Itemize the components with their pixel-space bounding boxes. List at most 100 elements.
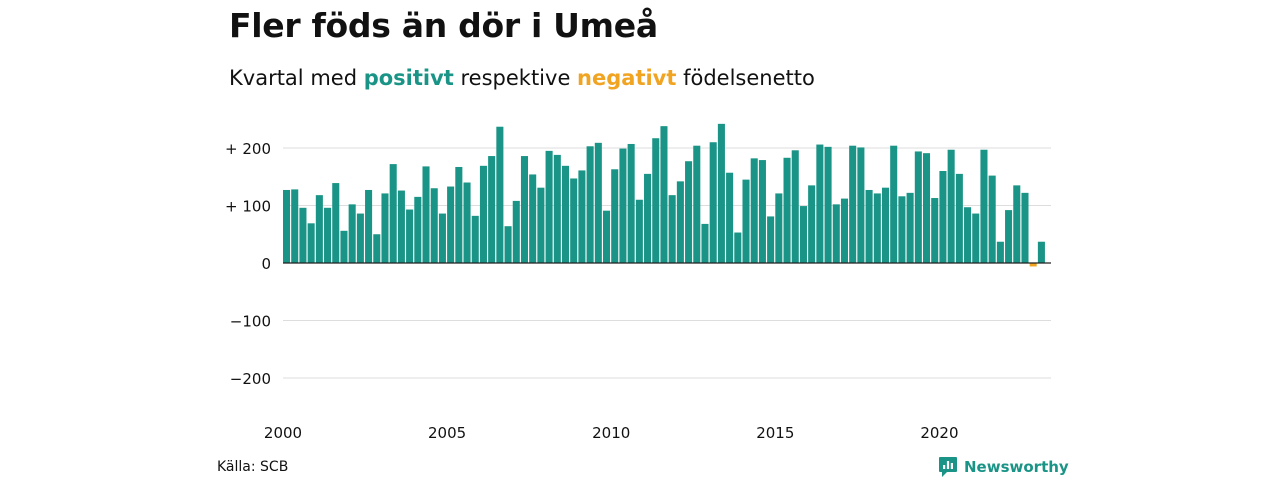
bar-positive <box>865 189 873 263</box>
bar-positive <box>520 156 529 263</box>
bar-positive <box>578 170 586 263</box>
bar-positive <box>488 156 496 263</box>
bar-positive <box>496 126 504 263</box>
bar-positive <box>463 182 471 263</box>
x-tick-label: 2005 <box>428 424 466 442</box>
bar-positive <box>545 150 553 263</box>
bar-positive <box>734 232 742 263</box>
bar-positive <box>348 204 356 263</box>
bar-positive <box>791 150 799 263</box>
bar-positive <box>1037 241 1045 263</box>
bar-positive <box>676 181 684 263</box>
bar-positive <box>594 142 602 263</box>
bar-positive <box>726 172 734 263</box>
bar-positive <box>406 209 414 263</box>
bar-positive <box>955 173 963 263</box>
bar-positive <box>758 160 766 263</box>
subtitle-prefix: Kvartal med <box>229 66 364 90</box>
brand-name: Newsworthy <box>964 458 1069 476</box>
bar-positive <box>635 199 643 263</box>
bar-positive <box>611 169 619 263</box>
bar-positive <box>767 216 775 263</box>
x-tick-label: 2015 <box>756 424 794 442</box>
y-tick-label: 0 <box>261 255 271 273</box>
bar-positive <box>291 189 299 263</box>
bar-positive <box>840 198 849 263</box>
bar-positive <box>849 145 857 263</box>
subtitle-suffix: födelsenetto <box>676 66 815 90</box>
bar-positive <box>414 196 422 263</box>
bar-positive <box>799 206 807 263</box>
bar-positive <box>947 149 955 263</box>
bar-positive <box>389 164 397 263</box>
bar-positive <box>824 146 832 263</box>
bar-positive <box>365 189 373 263</box>
source-note: Källa: SCB <box>217 459 289 475</box>
bar-positive <box>980 149 988 263</box>
x-tick-label: 2020 <box>920 424 958 442</box>
bar-positive <box>931 198 939 263</box>
bar-positive <box>898 196 906 263</box>
bar-positive <box>808 185 816 263</box>
bar-positive <box>873 193 881 263</box>
bar-positive <box>914 151 922 263</box>
subtitle-positive: positivt <box>363 66 454 90</box>
bar-positive <box>455 166 463 263</box>
bar-positive <box>586 146 594 263</box>
bar-positive <box>996 241 1004 263</box>
bar-positive <box>340 230 348 263</box>
bar-positive <box>775 193 783 263</box>
y-tick-label: −200 <box>230 370 271 388</box>
bar-positive <box>324 207 332 263</box>
bar-positive <box>717 123 725 263</box>
bar-positive <box>750 158 758 263</box>
bar-positive <box>939 171 947 263</box>
bar-positive <box>373 234 381 263</box>
bar-positive <box>471 215 479 263</box>
bar-positive <box>709 142 717 263</box>
bar-positive <box>529 174 537 263</box>
bar-positive <box>923 153 931 263</box>
bar-positive <box>332 183 340 263</box>
x-tick-label: 2010 <box>592 424 630 442</box>
bar-positive <box>422 166 430 263</box>
brand-logo: Newsworthy <box>938 456 1069 478</box>
chart-subtitle: Kvartal med positivt respektive negativt… <box>229 66 815 90</box>
bar-positive <box>693 145 701 263</box>
bar-negative <box>1029 263 1037 267</box>
subtitle-negative: negativt <box>577 66 677 90</box>
bar-positive <box>283 189 291 263</box>
bar-positive <box>479 165 487 263</box>
bar-positive <box>701 223 709 263</box>
bar-positive <box>832 204 840 263</box>
bar-positive <box>356 213 364 263</box>
y-tick-label: + 100 <box>225 198 271 216</box>
bar-positive <box>783 157 791 263</box>
bar-positive <box>857 147 865 263</box>
bar-positive <box>816 144 824 263</box>
bar-positive <box>627 143 635 263</box>
bar-positive <box>537 187 545 263</box>
bar-positive <box>1005 210 1013 263</box>
subtitle-middle: respektive <box>453 66 578 90</box>
bar-positive <box>315 195 323 263</box>
bar-positive <box>644 173 652 263</box>
bar-positive <box>561 165 570 263</box>
bar-positive <box>881 187 890 263</box>
bar-positive <box>447 186 455 263</box>
bar-positive <box>906 192 914 263</box>
bar-positive <box>397 190 405 263</box>
bar-positive <box>299 207 307 263</box>
y-tick-label: −100 <box>230 313 271 331</box>
chart-title: Fler föds än dör i Umeå <box>229 6 658 45</box>
bar-positive <box>972 213 980 263</box>
bar-positive <box>742 179 750 263</box>
bar-positive <box>964 207 972 263</box>
bar-positive <box>438 213 446 263</box>
bar-positive <box>652 138 660 263</box>
bar-positive <box>603 210 611 263</box>
x-tick-label: 2000 <box>264 424 302 442</box>
y-tick-label: + 200 <box>225 140 271 158</box>
bar-positive <box>660 126 668 264</box>
